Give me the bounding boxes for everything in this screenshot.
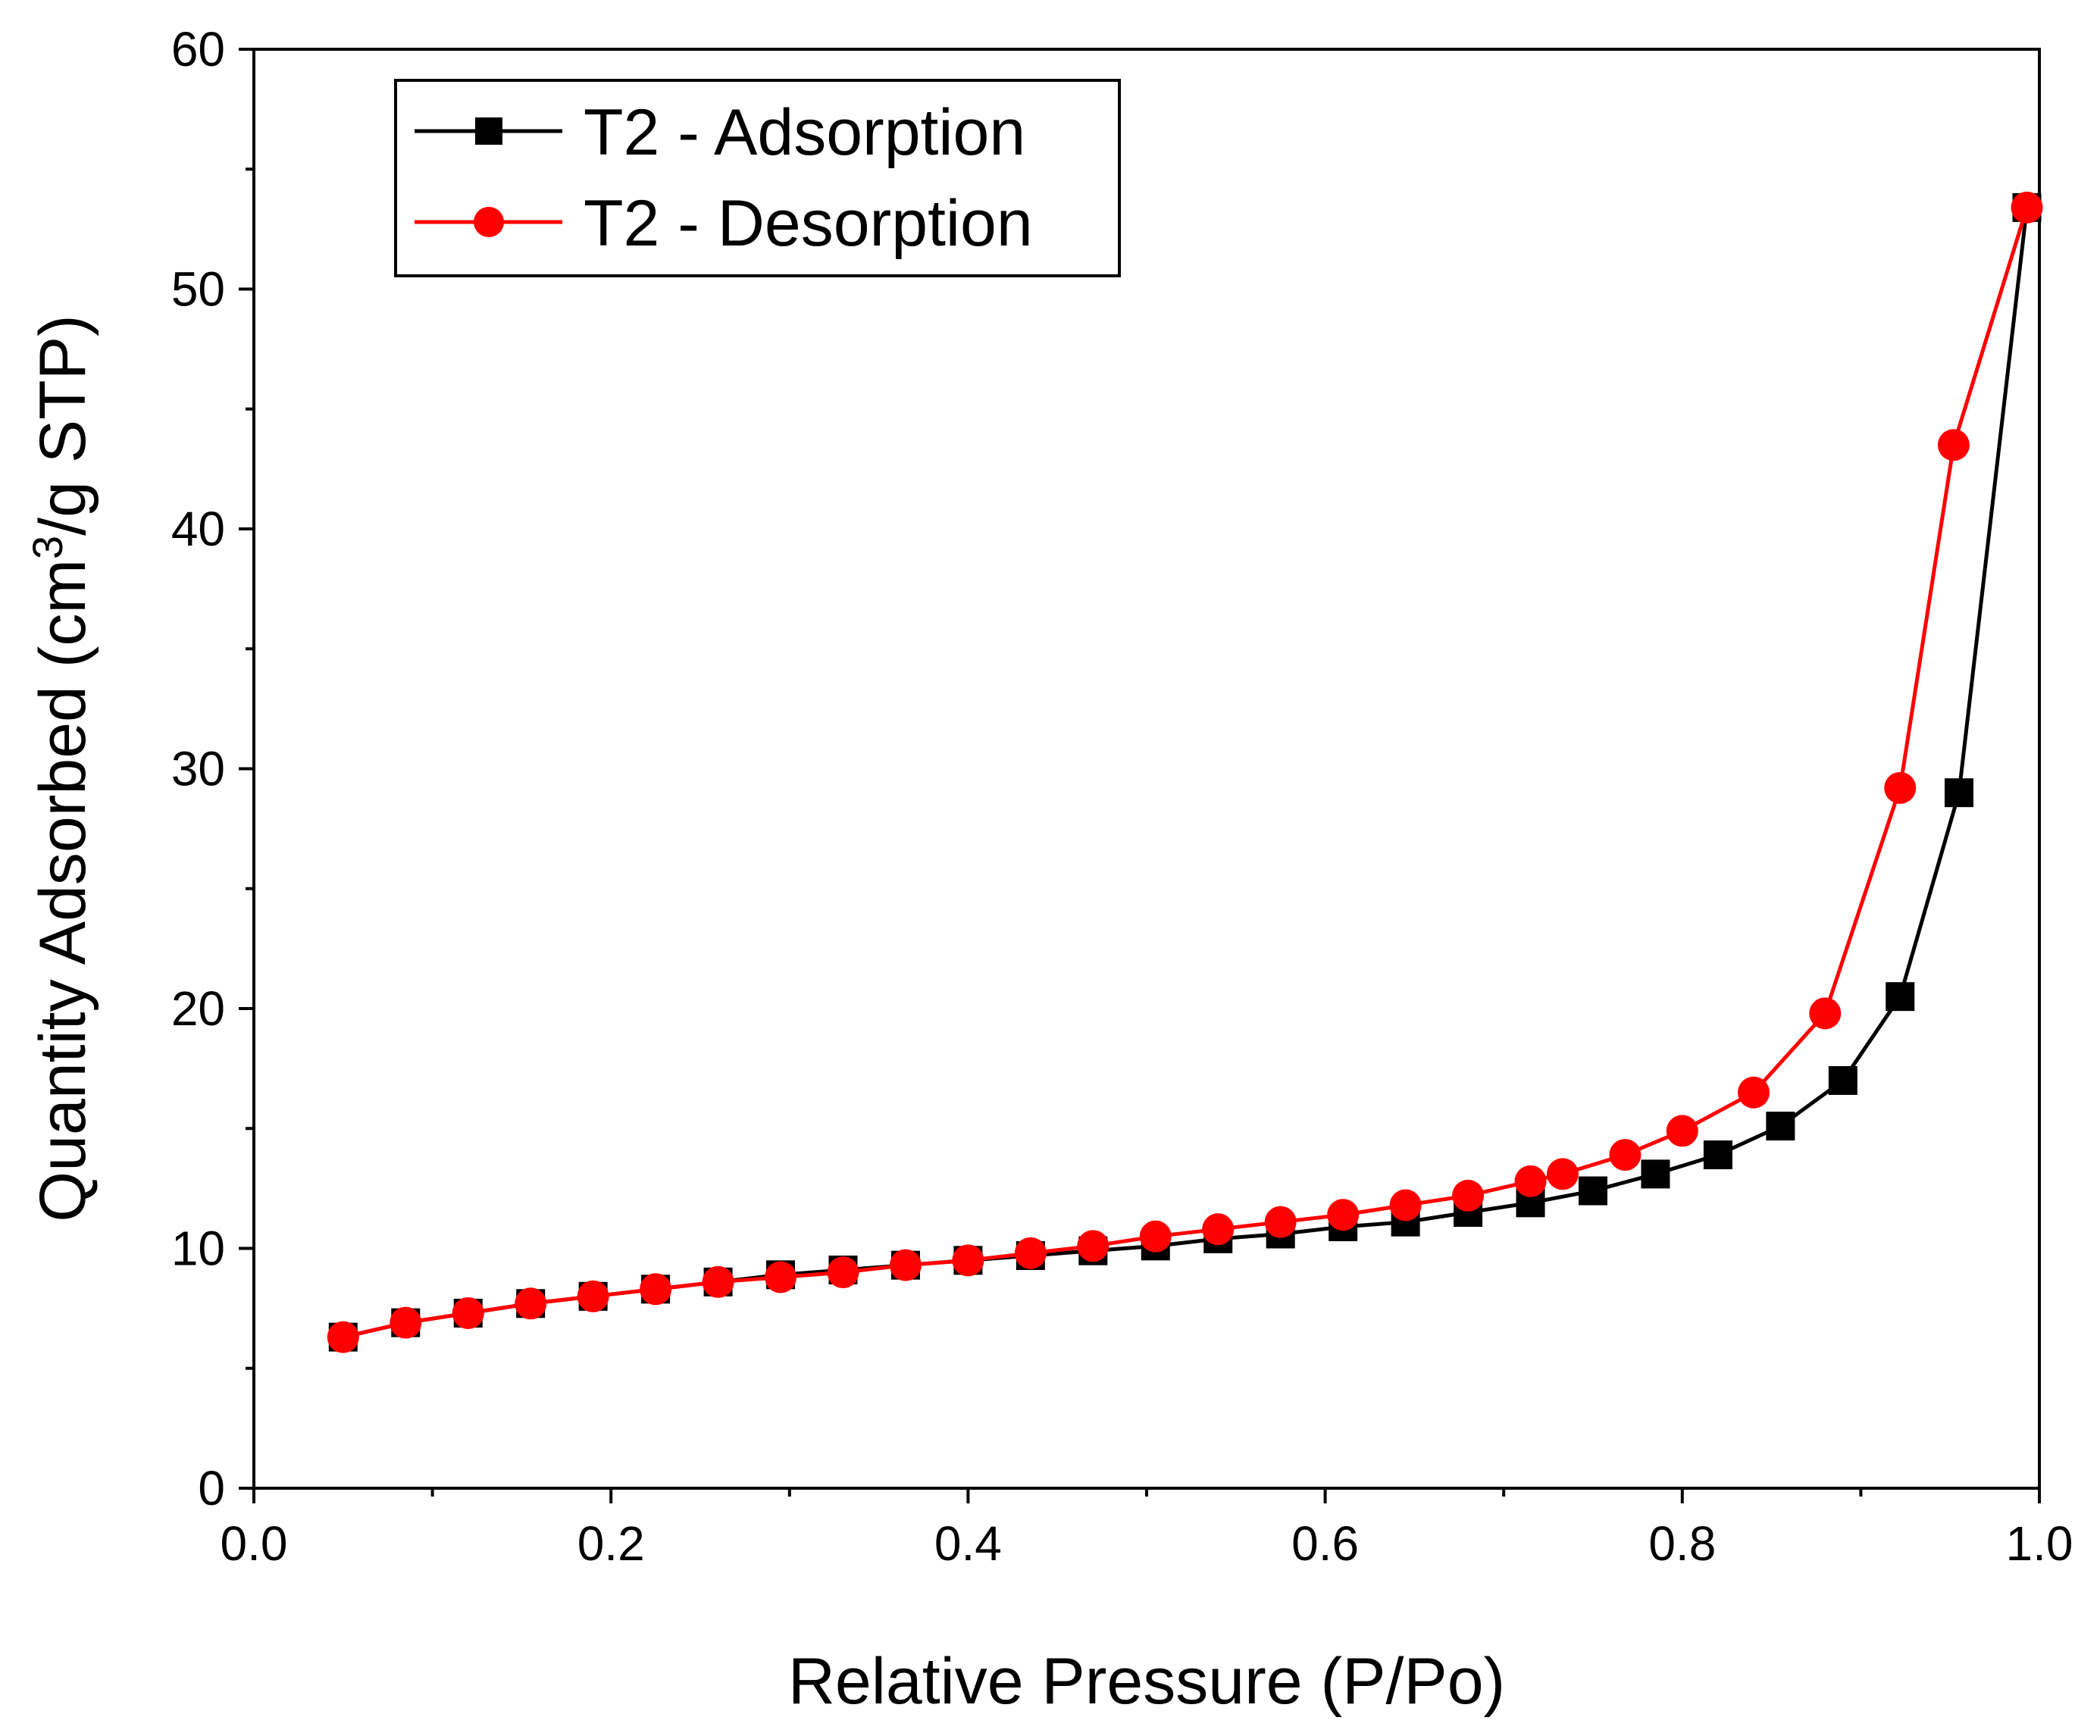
data-point-desorption xyxy=(327,1321,359,1353)
x-tick-label: 0.4 xyxy=(934,1516,1002,1571)
y-tick-label: 30 xyxy=(171,742,225,796)
data-point-desorption xyxy=(702,1265,734,1298)
legend: T2 - Adsorption T2 - Desorption xyxy=(394,79,1121,277)
data-point-desorption xyxy=(1609,1139,1642,1171)
data-point-desorption xyxy=(1809,997,1842,1030)
data-point-desorption xyxy=(1139,1220,1172,1253)
data-point-adsorption xyxy=(1766,1112,1795,1141)
data-point-desorption xyxy=(1546,1158,1579,1190)
y-tick-label: 20 xyxy=(171,981,225,1036)
data-point-adsorption xyxy=(1579,1176,1607,1206)
data-point-desorption xyxy=(1014,1237,1047,1269)
data-point-desorption xyxy=(889,1249,922,1281)
y-tick-label: 40 xyxy=(171,502,225,556)
x-tick-label: 0.6 xyxy=(1291,1516,1359,1571)
data-point-adsorption xyxy=(1703,1140,1732,1170)
data-point-desorption xyxy=(1077,1230,1109,1262)
data-point-desorption xyxy=(1666,1115,1698,1147)
x-axis-ticks: 0.0 0.2 0.4 0.6 0.8 1.0 xyxy=(221,1488,2073,1571)
data-point-desorption xyxy=(515,1287,547,1320)
legend-entry-desorption: T2 - Desorption xyxy=(415,187,1033,260)
legend-box xyxy=(394,79,1121,277)
legend-marker-adsorption xyxy=(475,117,502,145)
x-tick-label: 0.8 xyxy=(1648,1516,1716,1571)
data-point-desorption xyxy=(1452,1179,1485,1212)
x-tick-label: 1.0 xyxy=(2006,1516,2073,1571)
data-point-desorption xyxy=(1264,1206,1297,1238)
y-tick-label: 0 xyxy=(198,1461,225,1515)
data-point-desorption xyxy=(1389,1189,1422,1221)
x-axis-label: Relative Pressure (P/Po) xyxy=(788,1645,1505,1718)
series-layer xyxy=(327,191,2043,1353)
legend-label-adsorption: T2 - Adsorption xyxy=(584,96,1025,169)
y-axis-ticks: 0 10 20 30 40 50 60 xyxy=(171,22,254,1515)
data-point-desorption xyxy=(765,1261,797,1293)
data-point-desorption xyxy=(1514,1165,1547,1197)
data-point-desorption xyxy=(1884,771,1917,804)
data-point-desorption xyxy=(952,1244,984,1277)
data-point-desorption xyxy=(1202,1213,1235,1246)
data-point-adsorption xyxy=(1828,1065,1857,1095)
legend-label-desorption: T2 - Desorption xyxy=(584,187,1033,260)
series-desorption xyxy=(327,191,2043,1353)
data-point-desorption xyxy=(1937,429,1970,461)
data-point-desorption xyxy=(390,1306,422,1339)
data-point-adsorption xyxy=(1886,982,1915,1012)
data-point-desorption xyxy=(577,1280,609,1312)
y-tick-label: 60 xyxy=(171,22,225,77)
y-tick-label: 10 xyxy=(171,1221,225,1276)
y-tick-label: 50 xyxy=(171,262,225,317)
series-line-desorption xyxy=(343,207,2029,1340)
data-point-desorption xyxy=(1327,1199,1360,1231)
legend-entry-adsorption: T2 - Adsorption xyxy=(415,96,1025,169)
data-point-adsorption xyxy=(1944,778,1973,808)
data-point-desorption xyxy=(1738,1076,1770,1109)
y-axis-label: Quantity Adsorbed (cm3/g STP) xyxy=(23,314,99,1221)
legend-marker-desorption xyxy=(474,207,504,237)
x-tick-label: 0.2 xyxy=(577,1516,645,1571)
data-point-desorption xyxy=(452,1297,484,1329)
data-point-desorption xyxy=(827,1256,859,1289)
x-tick-label: 0.0 xyxy=(221,1516,288,1571)
data-point-desorption xyxy=(2011,191,2043,224)
data-point-desorption xyxy=(640,1273,672,1306)
data-point-adsorption xyxy=(1641,1159,1670,1189)
